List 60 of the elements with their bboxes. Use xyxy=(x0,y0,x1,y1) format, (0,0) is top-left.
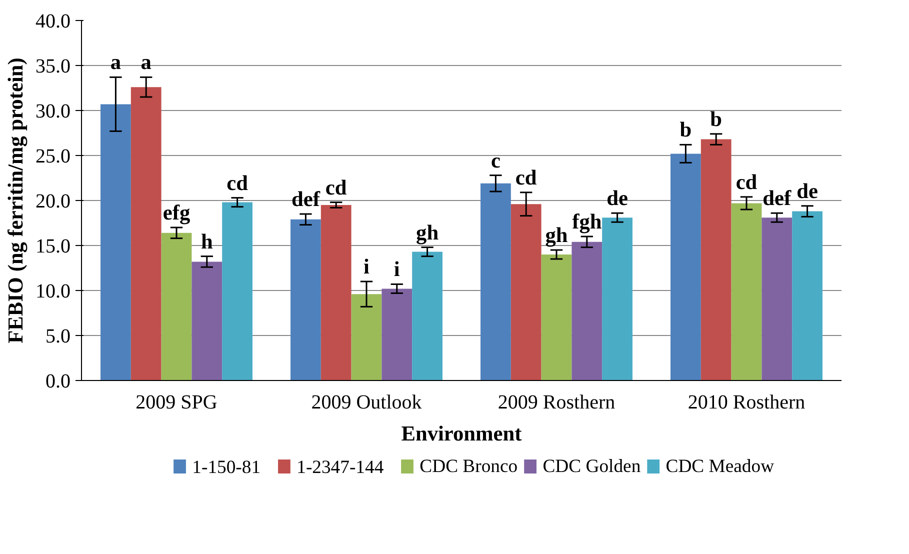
data-label: cd xyxy=(226,170,248,195)
bar xyxy=(130,87,162,380)
bar xyxy=(762,218,792,380)
data-label: a xyxy=(110,50,122,74)
bar xyxy=(541,254,572,380)
data-label: b xyxy=(710,106,722,131)
data-label: def xyxy=(291,187,321,211)
legend-label: 1-150-81 xyxy=(192,457,261,478)
bar xyxy=(480,183,511,380)
bar xyxy=(700,139,732,380)
bar xyxy=(572,242,602,380)
x-axis-title: Environment xyxy=(401,422,523,446)
bar xyxy=(602,218,632,380)
y-tick-label: 0.0 xyxy=(46,370,70,392)
y-tick-label: 40.0 xyxy=(36,10,70,32)
data-label: de xyxy=(796,178,818,203)
data-label: c xyxy=(490,148,500,172)
bar xyxy=(412,252,442,380)
bar xyxy=(670,154,701,380)
data-label: cd xyxy=(736,170,758,194)
y-tick-label: 10.0 xyxy=(36,280,70,302)
data-label: de xyxy=(606,186,628,210)
legend-label: CDC Golden xyxy=(542,456,642,477)
y-tick-label: 30.0 xyxy=(36,100,70,122)
data-label: fgh xyxy=(572,210,602,234)
bar xyxy=(222,202,252,380)
y-tick-label: 5.0 xyxy=(46,326,70,348)
data-label: i xyxy=(394,257,400,282)
legend-label: CDC Meadow xyxy=(666,456,775,477)
data-label: gh xyxy=(545,223,568,247)
data-label: cd xyxy=(325,175,347,200)
x-tick-label: 2010 Rosthern xyxy=(688,392,806,414)
x-tick-label: 2009 Rosthern xyxy=(498,392,616,414)
data-label: cd xyxy=(515,165,537,190)
data-label: def xyxy=(762,186,792,210)
y-tick-label: 20.0 xyxy=(36,190,70,212)
bar xyxy=(351,294,382,380)
y-tick-label: 15.0 xyxy=(36,236,70,258)
bar xyxy=(792,211,822,380)
data-label: b xyxy=(680,118,692,142)
data-label: gh xyxy=(416,220,439,244)
data-label: efg xyxy=(162,200,190,224)
legend-label: CDC Bronco xyxy=(420,456,518,477)
bar xyxy=(510,204,542,380)
bar xyxy=(382,288,412,380)
data-label: h xyxy=(200,229,213,254)
bar xyxy=(320,205,352,380)
bar xyxy=(192,262,222,380)
bar xyxy=(731,203,762,380)
y-tick-label: 25.0 xyxy=(36,146,70,168)
bar xyxy=(290,219,321,380)
data-label: i xyxy=(364,254,370,278)
y-tick-label: 35.0 xyxy=(36,56,70,78)
x-tick-label: 2009 Outlook xyxy=(311,392,422,414)
data-label: a xyxy=(140,50,152,74)
legend-label: 1-2347-144 xyxy=(296,457,384,478)
bar xyxy=(100,104,131,380)
x-tick-label: 2009 SPG xyxy=(136,392,218,414)
bar xyxy=(161,232,192,380)
y-axis-title: FEBIO (ng ferritin/mg protein) xyxy=(4,58,28,344)
